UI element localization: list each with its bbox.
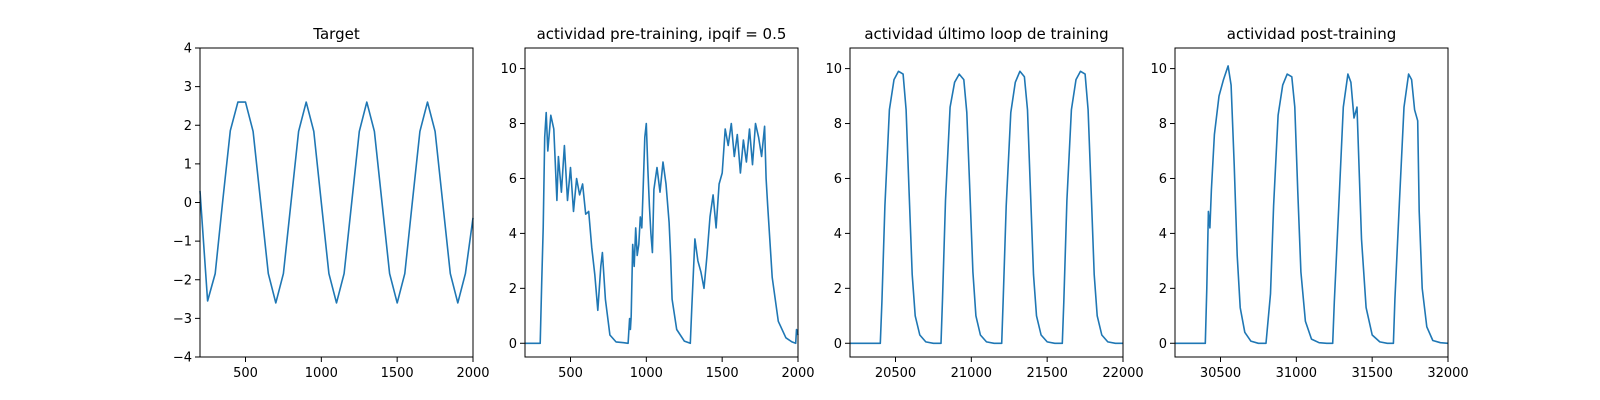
chart-title: actividad post-training (1227, 25, 1396, 43)
plot-frame (199, 47, 474, 358)
y-tick-label: 0 (834, 337, 842, 352)
y-tick-label: 2 (509, 282, 517, 297)
x-tick-label: 1500 (381, 366, 414, 381)
plot-frame (849, 47, 1124, 358)
y-tick-label: 4 (1159, 227, 1167, 242)
chart-title: actividad pre-training, ipqif = 0.5 (537, 25, 787, 43)
y-tick-label: 4 (509, 227, 517, 242)
y-tick-label: −1 (173, 235, 192, 250)
x-tick-label: 30500 (1200, 366, 1241, 381)
y-tick-label: 8 (834, 117, 842, 132)
y-tick-label: 0 (1159, 337, 1167, 352)
x-tick-label: 21500 (1026, 366, 1067, 381)
y-tick-label: 1 (184, 157, 192, 172)
x-tick-label: 1500 (706, 366, 739, 381)
x-tick-label: 2000 (781, 366, 814, 381)
x-tick-label: 1000 (305, 366, 338, 381)
chart-title: actividad último loop de training (864, 25, 1108, 43)
y-tick-label: 10 (500, 62, 517, 77)
chart-panel-3: 20500 21000 21500 22000 0 2 4 6 8 10 actividad últ… (825, 25, 1143, 381)
x-tick-label: 2000 (456, 366, 489, 381)
y-tick-label: 3 (184, 80, 192, 95)
series-line-3-1 (850, 70, 1123, 345)
x-tick-label: 21000 (951, 366, 992, 381)
series-line-4-1 (1175, 65, 1449, 345)
chart-panel-2: 500 1000 1500 2000 0 2 4 6 8 10 actividad pre-trai… (500, 25, 814, 381)
plot-frame (1174, 47, 1449, 358)
chart-title: Target (312, 25, 360, 43)
y-tick-label: 0 (184, 196, 192, 211)
y-tick-label: 6 (509, 172, 517, 187)
chart-panel-4: 30500 31000 31500 32000 0 2 4 6 8 10 actividad pos… (1150, 25, 1468, 381)
x-tick-label: 500 (233, 366, 258, 381)
y-tick-label: 6 (834, 172, 842, 187)
y-tick-label: −4 (173, 351, 192, 366)
y-tick-label: 4 (834, 227, 842, 242)
y-tick-label: 8 (509, 117, 517, 132)
y-tick-label: 4 (184, 42, 192, 57)
y-tick-label: 6 (1159, 172, 1167, 187)
y-tick-label: 8 (1159, 117, 1167, 132)
series-line-1-1 (199, 101, 474, 304)
y-tick-label: 2 (1159, 282, 1167, 297)
y-tick-label: −3 (173, 312, 192, 327)
x-tick-label: 20500 (875, 366, 916, 381)
x-tick-label: 31000 (1276, 366, 1317, 381)
plot-frame (524, 47, 799, 358)
y-tick-label: 0 (509, 337, 517, 352)
y-tick-label: 10 (1150, 62, 1167, 77)
chart-panel-1: 500 1000 1500 2000 −4 −3 −2 −1 0 1 2 3 4 Target (173, 25, 490, 381)
x-tick-label: 22000 (1102, 366, 1143, 381)
y-tick-label: 2 (834, 282, 842, 297)
y-tick-label: 2 (184, 119, 192, 134)
y-tick-label: −2 (173, 273, 192, 288)
series-line-2-1 (525, 111, 799, 345)
x-tick-label: 1000 (630, 366, 663, 381)
x-tick-label: 32000 (1427, 366, 1468, 381)
x-tick-label: 500 (558, 366, 583, 381)
x-tick-label: 31500 (1351, 366, 1392, 381)
y-tick-label: 10 (825, 62, 842, 77)
